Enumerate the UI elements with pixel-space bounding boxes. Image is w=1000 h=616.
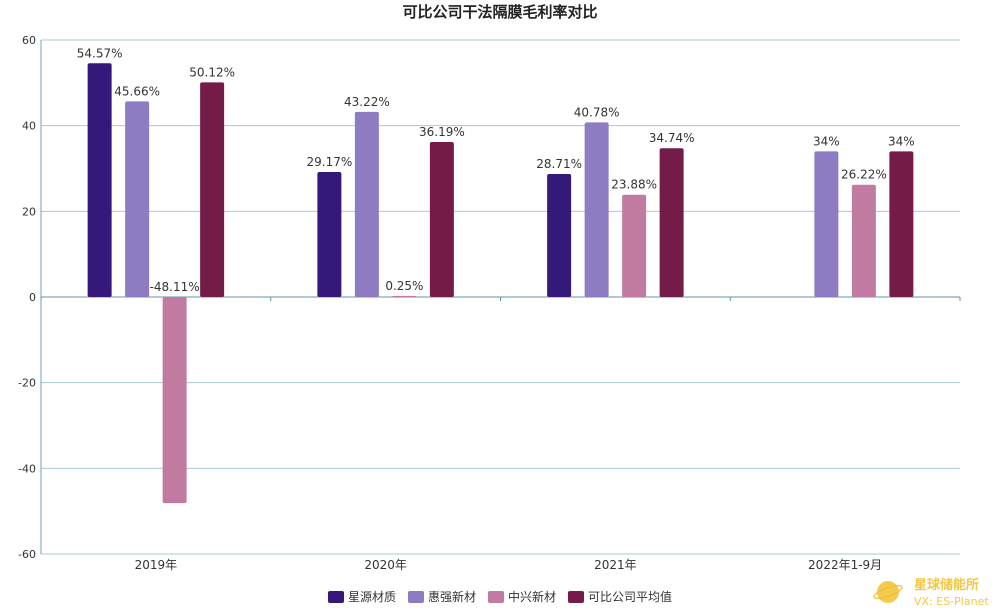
data-label: 45.66%: [114, 84, 160, 98]
legend-item[interactable]: 星源材质: [328, 590, 396, 604]
y-tick-label: -40: [18, 462, 36, 475]
data-label: 28.71%: [536, 157, 582, 171]
data-label: 34.74%: [649, 131, 695, 145]
data-label: 54.57%: [77, 46, 123, 60]
bar: [851, 184, 876, 297]
bar: [317, 172, 342, 297]
data-label: 29.17%: [306, 155, 352, 169]
data-label: 34%: [813, 134, 840, 148]
legend-label: 惠强新材: [428, 589, 476, 604]
data-label: 23.88%: [611, 178, 657, 192]
bar: [659, 148, 684, 297]
y-tick-label: 40: [22, 120, 36, 133]
legend-item[interactable]: 惠强新材: [408, 589, 476, 604]
bar: [429, 141, 454, 297]
data-label: 36.19%: [419, 125, 465, 139]
planet-logo-icon: [873, 581, 903, 603]
watermark-name: 星球储能所: [914, 577, 979, 593]
data-label: 0.25%: [385, 279, 423, 293]
legend[interactable]: 星源材质 惠强新材 中兴新材 可比公司平均值: [328, 589, 672, 604]
bar: [584, 122, 609, 297]
x-axis: 2019年 2020年 2021年 2022年1-9月: [40, 296, 961, 572]
watermark: 星球储能所 VX: ES-Planet: [872, 572, 1000, 612]
legend-swatch: [488, 591, 504, 603]
legend-label: 可比公司平均值: [588, 589, 672, 604]
bar: [889, 151, 914, 297]
bar: [547, 174, 572, 297]
watermark-wechat: VX: ES-Planet: [914, 595, 989, 608]
y-tick-label: -20: [18, 377, 36, 390]
legend-item[interactable]: 可比公司平均值: [568, 589, 672, 604]
chart-title: 可比公司干法隔膜毛利率对比: [402, 3, 597, 21]
bar: [392, 295, 417, 297]
bar: [162, 297, 187, 504]
bar: [200, 82, 225, 297]
y-tick-label: -60: [18, 548, 36, 561]
bar: [622, 194, 647, 297]
data-label: -48.11%: [150, 280, 200, 294]
data-label: 26.22%: [841, 168, 887, 182]
bar: [87, 63, 112, 297]
data-label: 43.22%: [344, 95, 390, 109]
legend-label: 星源材质: [348, 590, 396, 604]
data-labels: 54.57% 45.66% -48.11% 50.12% 29.17% 43.22% 0.2…: [77, 46, 915, 294]
y-tick-label: 0: [29, 291, 36, 304]
bar: [354, 111, 379, 298]
x-tick-label: 2019年: [135, 558, 178, 572]
y-tick-label: 20: [22, 205, 36, 218]
x-tick-label: 2020年: [364, 558, 407, 572]
legend-swatch: [568, 591, 584, 603]
bar: [814, 151, 839, 297]
bars: [87, 63, 914, 504]
y-axis: -60 -40 -20 0 20 40 60: [18, 34, 42, 561]
legend-item[interactable]: 中兴新材: [488, 589, 556, 604]
gridlines: [41, 39, 960, 555]
x-tick-label: 2021年: [594, 558, 637, 572]
legend-swatch: [328, 591, 344, 603]
data-label: 50.12%: [189, 65, 235, 79]
y-tick-label: 60: [22, 34, 36, 47]
legend-label: 中兴新材: [508, 589, 556, 604]
x-tick-label: 2022年1-9月: [808, 558, 882, 572]
data-label: 40.78%: [574, 105, 620, 119]
data-label: 34%: [888, 134, 915, 148]
bar: [125, 101, 150, 297]
legend-swatch: [408, 591, 424, 603]
